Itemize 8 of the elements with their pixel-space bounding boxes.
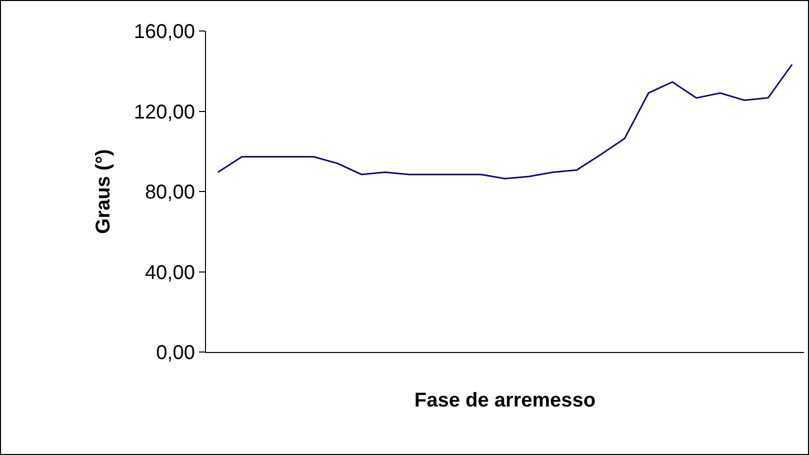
line-series [217, 64, 793, 180]
y-tick-label: 40,00 [144, 262, 195, 284]
y-tick-label: 80,00 [144, 182, 195, 204]
y-tick-label: 0,00 [156, 342, 195, 364]
y-tick-label: 120,00 [134, 101, 195, 124]
y-tick-label: 160,00 [134, 21, 195, 43]
y-axis-title: Graus (°) [92, 149, 114, 234]
x-axis-title: Fase de arremesso [414, 390, 596, 412]
